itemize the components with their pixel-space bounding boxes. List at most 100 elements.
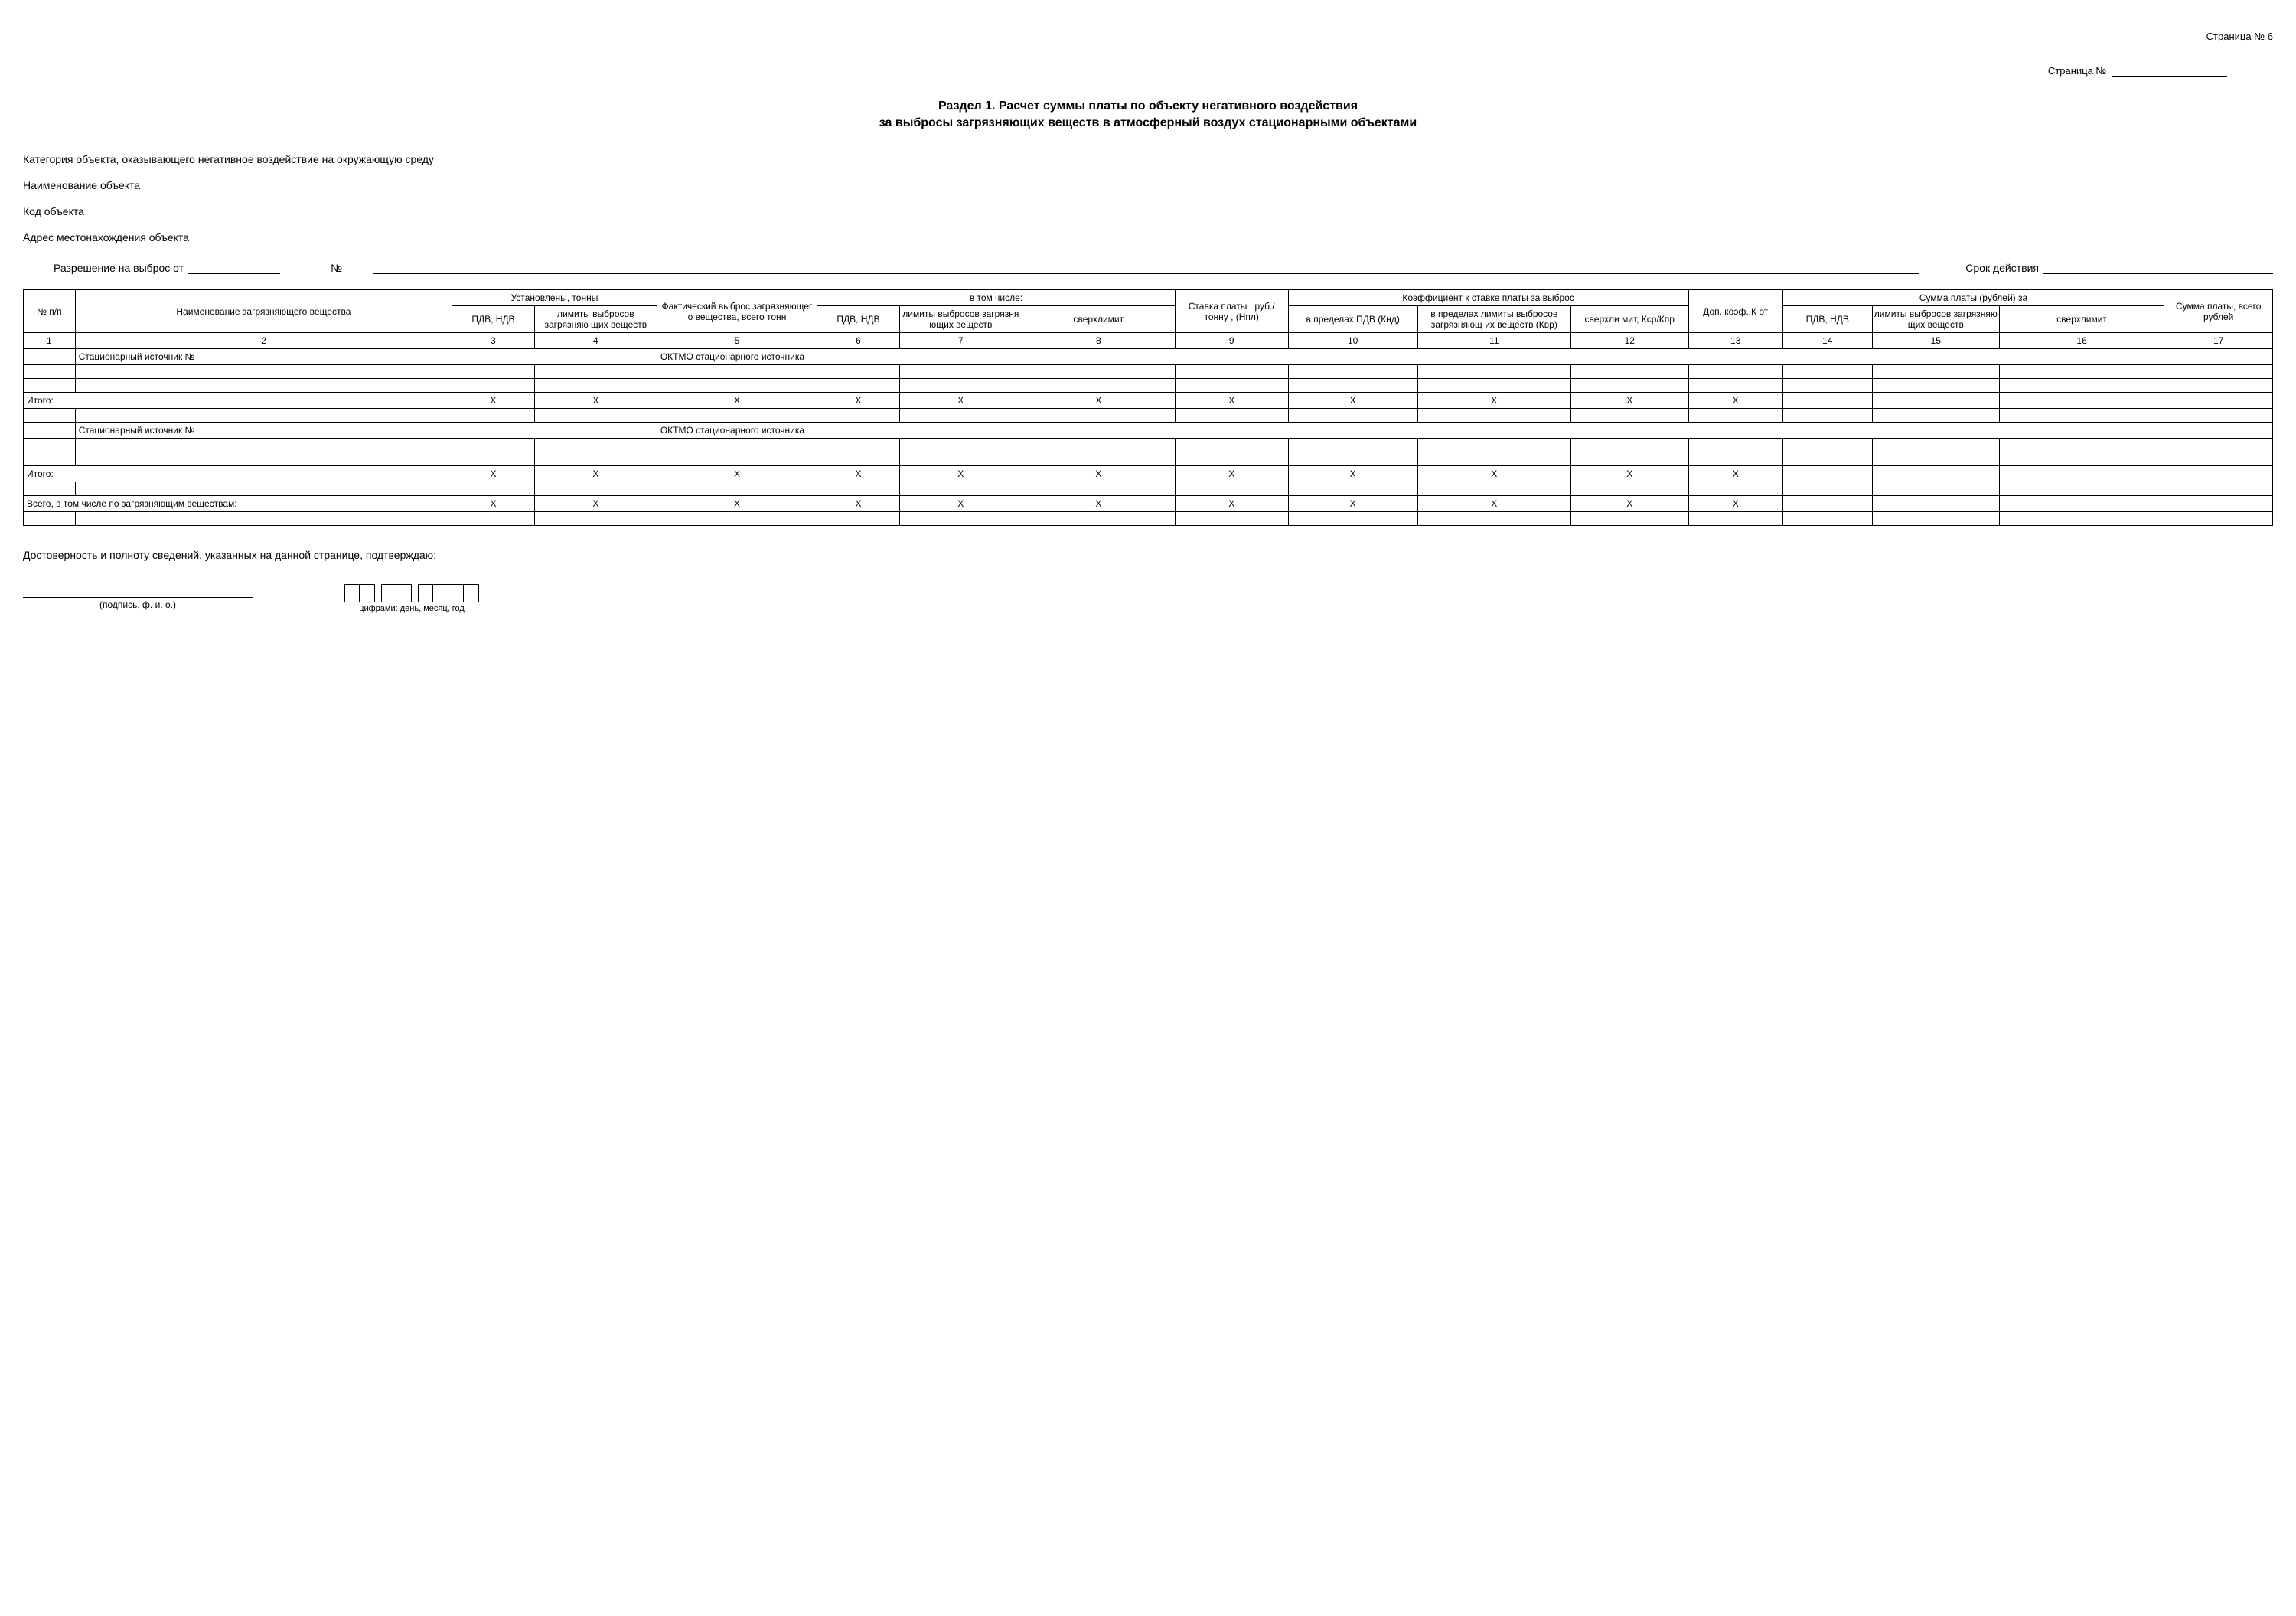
- cell: [1999, 452, 2164, 466]
- cell: [1175, 365, 1288, 379]
- cell: X: [1288, 393, 1417, 409]
- cell: [534, 439, 657, 452]
- cell: [899, 409, 1022, 423]
- cell: [1288, 409, 1417, 423]
- cell: [1999, 496, 2164, 512]
- cell: [1022, 379, 1175, 393]
- cell: [1688, 365, 1782, 379]
- th-5: Фактический выброс загрязняющег о вещест…: [657, 290, 817, 333]
- cell: [1570, 452, 1688, 466]
- cell: X: [899, 466, 1022, 482]
- cell: [534, 452, 657, 466]
- cell: [534, 379, 657, 393]
- col-num: 16: [1999, 333, 2164, 349]
- cell: [2164, 512, 2273, 526]
- cell: X: [817, 393, 900, 409]
- cell: [1999, 365, 2164, 379]
- field-underline: [442, 155, 916, 165]
- cell: X: [1688, 496, 1782, 512]
- page-number-label: Страница №: [2048, 65, 2106, 77]
- cell: [75, 379, 452, 393]
- cell: [1288, 512, 1417, 526]
- cell: [1872, 496, 1999, 512]
- cell: X: [1417, 466, 1570, 482]
- th-7: лимиты выбросов загрязня ющих веществ: [899, 306, 1022, 333]
- cell: [1417, 439, 1570, 452]
- cell: [1782, 393, 1872, 409]
- cell: [1688, 452, 1782, 466]
- cell: [24, 512, 76, 526]
- field-label: Код объекта: [23, 205, 84, 217]
- cell: Итого:: [24, 466, 452, 482]
- cell: ОКТМО стационарного источника: [657, 423, 2272, 439]
- cell: [1999, 439, 2164, 452]
- cell: X: [1175, 393, 1288, 409]
- cell: X: [1688, 393, 1782, 409]
- cell: [1782, 496, 1872, 512]
- cell: [2164, 482, 2273, 496]
- column-number-row: 1234567891011121314151617: [24, 333, 2273, 349]
- th-13: Доп. коэф.,К от: [1688, 290, 1782, 333]
- cell: [24, 439, 76, 452]
- cell: X: [657, 466, 817, 482]
- footer: Достоверность и полноту сведений, указан…: [23, 549, 2273, 613]
- cell: [1570, 512, 1688, 526]
- cell: [24, 349, 76, 365]
- cell: [2164, 365, 2273, 379]
- cell: [1872, 439, 1999, 452]
- cell: [1022, 452, 1175, 466]
- signature-line: [23, 584, 253, 598]
- cell: [1782, 452, 1872, 466]
- cell: [1288, 439, 1417, 452]
- permit-underline: [188, 263, 280, 274]
- cell: Стационарный источник №: [75, 349, 657, 365]
- cell: [75, 365, 452, 379]
- cell: [1417, 379, 1570, 393]
- cell: [1688, 482, 1782, 496]
- field-label: Адрес местонахождения объекта: [23, 231, 189, 243]
- cell: X: [1288, 466, 1417, 482]
- cell: [75, 482, 452, 496]
- cell: [534, 482, 657, 496]
- col-num: 11: [1417, 333, 1570, 349]
- col-num: 10: [1288, 333, 1417, 349]
- col-num: 1: [24, 333, 76, 349]
- col-num: 14: [1782, 333, 1872, 349]
- th-14g: Сумма платы (рублей) за: [1782, 290, 2164, 306]
- field-underline: [197, 233, 702, 243]
- cell: [817, 482, 900, 496]
- cell: [534, 409, 657, 423]
- cell: [1688, 439, 1782, 452]
- cell: [1999, 482, 2164, 496]
- cell: [1417, 365, 1570, 379]
- permit-row: Разрешение на выброс от № Срок действия: [23, 262, 2273, 274]
- cell: X: [1175, 496, 1288, 512]
- permit-num-label: №: [331, 262, 342, 274]
- col-num: 12: [1570, 333, 1688, 349]
- cell: [1417, 512, 1570, 526]
- cell: [1872, 512, 1999, 526]
- cell: [1570, 409, 1688, 423]
- cell: [2164, 393, 2273, 409]
- cell: [817, 365, 900, 379]
- cell: [534, 365, 657, 379]
- cell: [1872, 482, 1999, 496]
- cell: [1999, 379, 2164, 393]
- cell: [2164, 496, 2273, 512]
- col-num: 7: [899, 333, 1022, 349]
- col-num: 4: [534, 333, 657, 349]
- col-num: 6: [817, 333, 900, 349]
- cell: X: [534, 496, 657, 512]
- date-caption: цифрами: день, месяц, год: [344, 604, 479, 613]
- cell: [1570, 482, 1688, 496]
- th-10g: Коэффициент к ставке платы за выброс: [1288, 290, 1688, 306]
- cell: [1872, 379, 1999, 393]
- cell: [24, 365, 76, 379]
- cell: [24, 452, 76, 466]
- section-title-2: за выбросы загрязняющих веществ в атмосф…: [23, 116, 2273, 130]
- th-6g: в том числе:: [817, 290, 1176, 306]
- th-15: лимиты выбросов загрязняю щих веществ: [1872, 306, 1999, 333]
- field-underline: [148, 181, 699, 191]
- cell: [1688, 379, 1782, 393]
- cell: [657, 379, 817, 393]
